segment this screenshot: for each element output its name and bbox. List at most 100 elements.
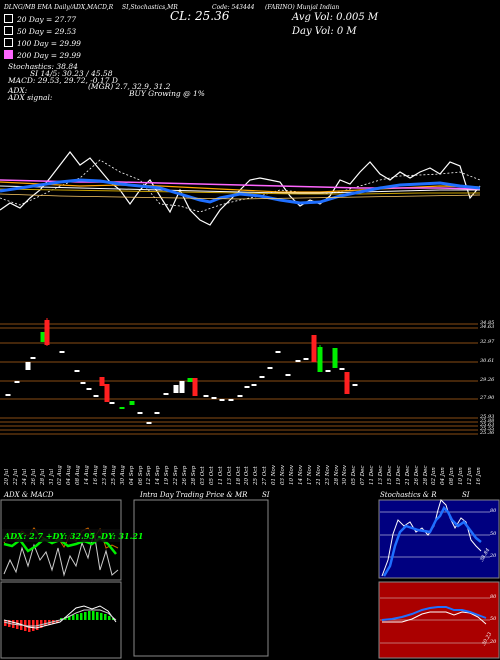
candle-body bbox=[44, 320, 50, 345]
ma-line bbox=[0, 193, 481, 200]
stoch-title-right: SI bbox=[462, 491, 470, 499]
candle-body bbox=[352, 384, 358, 386]
macd-bar bbox=[36, 620, 39, 630]
candle-body bbox=[211, 397, 217, 399]
day-volume: Day Vol: 0 M bbox=[292, 26, 357, 37]
candle-body bbox=[179, 381, 185, 393]
candle-body bbox=[259, 376, 265, 378]
macd-bar bbox=[84, 612, 87, 620]
candle-body bbox=[14, 381, 20, 383]
adx-legend: ADX: 2.7 +DY: 32.95 -DY: 31.21 bbox=[4, 531, 144, 541]
macd-bar bbox=[80, 613, 83, 620]
header-line: DLNG/MB EMA Daily/ADX,MACD,R bbox=[4, 4, 114, 11]
candle-body bbox=[332, 348, 338, 368]
legend-swatch bbox=[4, 26, 13, 35]
stoch-tick-20: 20 bbox=[490, 553, 497, 559]
stoch-d-line bbox=[382, 505, 482, 577]
macd-bar bbox=[44, 620, 47, 626]
candle-body bbox=[104, 384, 110, 402]
intraday-panel-frame bbox=[133, 499, 269, 657]
legend-50-day: 50 Day = 29.53 bbox=[4, 26, 76, 36]
legend-swatch bbox=[4, 50, 13, 59]
candle-body bbox=[40, 332, 46, 342]
stoch-title: Stochastics & R bbox=[380, 491, 437, 499]
stock-code: Code: 543444 bbox=[212, 4, 255, 11]
candle-body bbox=[251, 384, 257, 386]
adx-legend-bg bbox=[2, 529, 120, 542]
legend-swatch bbox=[4, 38, 13, 47]
adx-value: (MGR) 2.7, 32.9, 31.2 bbox=[88, 82, 171, 91]
price-level-label: 29.26 bbox=[480, 377, 495, 383]
candle-body bbox=[311, 335, 317, 362]
adx-signal-label: ADX signal: bbox=[8, 93, 53, 102]
candle-body bbox=[267, 367, 273, 369]
rsi-tick-80: 80 bbox=[490, 594, 497, 600]
ma-line bbox=[0, 179, 481, 190]
ma-line bbox=[0, 185, 480, 194]
candle-body bbox=[129, 401, 135, 405]
ma-line bbox=[0, 159, 481, 213]
macd-bar bbox=[68, 616, 71, 620]
stoch-tick-80: 80 bbox=[490, 508, 497, 514]
moving-average-lines bbox=[0, 151, 481, 226]
macd-signal-line bbox=[3, 609, 117, 627]
main-chart bbox=[0, 151, 481, 435]
legend-200-day: 200 Day = 29.99 bbox=[4, 50, 81, 60]
price-level-label: 25.55 bbox=[480, 426, 495, 432]
candle-body bbox=[295, 360, 301, 362]
candle-body bbox=[275, 351, 281, 353]
rsi-tick-50: 50 bbox=[490, 616, 497, 622]
legend-swatch bbox=[4, 14, 13, 23]
macd-bar bbox=[40, 620, 43, 628]
price-level-label: 27.90 bbox=[480, 395, 495, 401]
price-level-label: 34.85 bbox=[480, 320, 495, 326]
candle-body bbox=[325, 370, 331, 372]
candle-body bbox=[173, 385, 179, 393]
rsi-blue-line bbox=[381, 606, 487, 621]
candle-body bbox=[74, 370, 80, 372]
macd-bar bbox=[88, 611, 91, 620]
price-level-label: 25.36 bbox=[480, 430, 495, 436]
candle-series bbox=[5, 318, 358, 424]
candle-body bbox=[203, 395, 209, 397]
candle-body bbox=[25, 362, 31, 370]
candle-body bbox=[228, 399, 234, 401]
candle-body bbox=[80, 382, 86, 384]
candle-body bbox=[109, 402, 115, 404]
price-level-label: 32.97 bbox=[480, 339, 495, 345]
adx-white-line bbox=[3, 531, 119, 577]
candle-body bbox=[339, 368, 345, 370]
price-level-label: 34.63 bbox=[480, 324, 495, 330]
legend-20-day: 20 Day = 27.77 bbox=[4, 14, 76, 24]
price-level-label: 25.88 bbox=[480, 418, 495, 424]
macd-bar bbox=[76, 614, 79, 620]
candle-body bbox=[137, 412, 143, 414]
candle-body bbox=[303, 358, 309, 360]
macd-value: MACD: 29.53, 29.72, -0.17 D bbox=[8, 76, 118, 85]
candle-body bbox=[5, 394, 11, 396]
adx-label: ADX: bbox=[8, 86, 28, 95]
price-level-label: 25.63 bbox=[480, 422, 495, 428]
price-level-lines bbox=[0, 323, 478, 435]
si-value: SI 14/5: 30.23 / 45.58 bbox=[30, 69, 113, 78]
macd-bar bbox=[104, 614, 107, 620]
candle-body bbox=[187, 378, 193, 382]
adx-macd-title: ADX & MACD bbox=[4, 491, 54, 499]
candle-body bbox=[86, 388, 92, 390]
header-line-2: SI,Stochastics,MR bbox=[122, 4, 178, 11]
close-price: CL: 25.36 bbox=[170, 9, 230, 23]
candle-body bbox=[285, 374, 291, 376]
candle-body bbox=[317, 347, 323, 372]
stock-name: (FARINO) Munjal Indian bbox=[265, 4, 340, 11]
candle-body bbox=[30, 357, 36, 359]
candle-body bbox=[59, 351, 65, 353]
stoch-k-line bbox=[381, 499, 482, 577]
candle-body bbox=[119, 407, 125, 409]
legend-100-day: 100 Day = 29.99 bbox=[4, 38, 81, 48]
macd-bar bbox=[72, 615, 75, 620]
macd-bar bbox=[108, 616, 111, 620]
candle-body bbox=[192, 378, 198, 396]
candle-body bbox=[154, 412, 160, 414]
buy-signal: BUY Growing @ 1% bbox=[129, 89, 205, 98]
